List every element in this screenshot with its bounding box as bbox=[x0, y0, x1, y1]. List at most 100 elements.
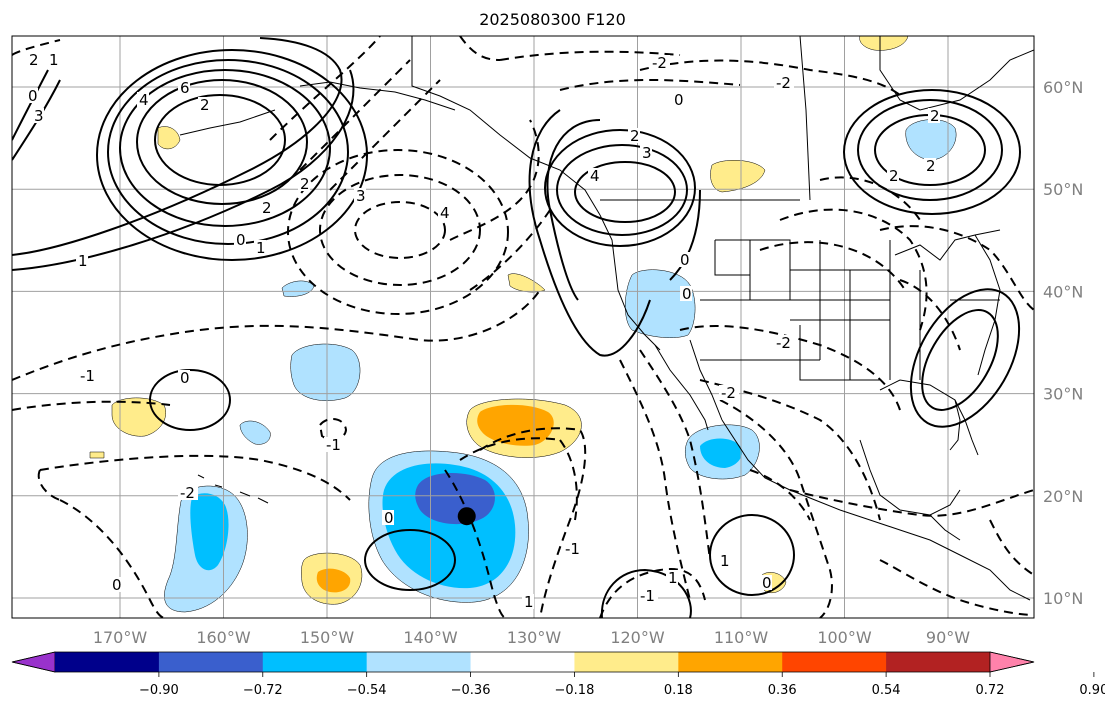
shade-neg-mid bbox=[700, 438, 743, 468]
contour-label: 0 bbox=[384, 509, 394, 527]
map-frame bbox=[11, 35, 1035, 619]
contour-label: 1 bbox=[78, 252, 88, 270]
contour-label-bg bbox=[680, 286, 692, 301]
colorbar-tick-label: −0.54 bbox=[347, 683, 387, 698]
contour-label-bg bbox=[254, 240, 266, 255]
contour-lines bbox=[12, 36, 1034, 618]
shade-pos-light bbox=[157, 126, 181, 150]
colorbar-extend-low bbox=[11, 651, 56, 673]
contour-label: 2 bbox=[889, 167, 899, 185]
contour-label-bg bbox=[76, 253, 88, 268]
longitude-label: 90°W bbox=[926, 628, 970, 647]
contour-label-bg bbox=[924, 158, 936, 173]
contour-label-bg bbox=[640, 145, 652, 160]
colorbar-outline bbox=[11, 651, 1035, 673]
contour-label-bg bbox=[718, 553, 730, 568]
contour-label-bg bbox=[672, 92, 684, 107]
contour-label-bg bbox=[563, 541, 583, 556]
contour-label-bg bbox=[178, 80, 190, 95]
anomaly-shading bbox=[89, 36, 957, 613]
contour-label-bg bbox=[628, 128, 640, 143]
latitude-label: 60°N bbox=[1043, 78, 1083, 97]
shade-neg-light bbox=[239, 420, 271, 445]
latitude-label: 30°N bbox=[1043, 385, 1083, 404]
contour-label-bg bbox=[588, 168, 600, 183]
latitude-labels: 60°N 50°N 40°N 30°N 20°N 10°N bbox=[1043, 78, 1083, 608]
longitude-label: 150°W bbox=[300, 628, 355, 647]
contour-label-bg bbox=[760, 575, 772, 590]
latitude-label: 40°N bbox=[1043, 282, 1083, 301]
colorbar-tick-label: 0.36 bbox=[768, 683, 797, 698]
contour-label-bg bbox=[522, 594, 534, 609]
contour-label-bg bbox=[32, 108, 44, 123]
contour-label-bg bbox=[298, 176, 310, 191]
contour-label: -1 bbox=[565, 540, 580, 558]
contour-label: 1 bbox=[668, 569, 678, 587]
shade-pos-light bbox=[507, 273, 546, 293]
contour-label-bg bbox=[887, 168, 899, 183]
colorbar-segment bbox=[782, 652, 887, 672]
longitude-label: 120°W bbox=[610, 628, 665, 647]
colorbar-segment bbox=[678, 652, 783, 672]
contour-label: -2 bbox=[180, 484, 195, 502]
shade-neg-mid bbox=[190, 493, 229, 571]
contour-label-bg bbox=[178, 370, 190, 385]
colorbar-tick-label: −0.36 bbox=[451, 683, 491, 698]
colorbar-extend-high bbox=[989, 651, 1035, 673]
contour-label: -1 bbox=[326, 436, 341, 454]
colorbar-tick-label: −0.18 bbox=[555, 683, 595, 698]
contour-label-bg bbox=[719, 385, 739, 400]
shade-neg-dark bbox=[415, 473, 495, 525]
colorbar-segment bbox=[574, 652, 679, 672]
contour-label: 0 bbox=[180, 369, 190, 387]
colorbar-tick-label: 0.54 bbox=[872, 683, 901, 698]
contour-label-bg bbox=[260, 200, 272, 215]
contour-label: -2 bbox=[721, 384, 736, 402]
contour-label: -1 bbox=[80, 367, 95, 385]
colorbar-tick-label: 0.90 bbox=[1079, 683, 1105, 698]
longitude-labels: 170°W 160°W 150°W 140°W 130°W 120°W 110°W 100°W… bbox=[93, 628, 970, 647]
colorbar-segment bbox=[366, 652, 472, 672]
contour-label: 2 bbox=[29, 51, 39, 69]
contour-label: 2 bbox=[300, 175, 310, 193]
contour-label: 0 bbox=[28, 87, 38, 105]
contour-label: 0 bbox=[682, 285, 692, 303]
contour-label-bg bbox=[27, 52, 39, 67]
colorbar-tick-label: 0.72 bbox=[976, 683, 1005, 698]
contour-label-bg bbox=[234, 232, 246, 247]
colorbar-segment bbox=[262, 652, 368, 672]
shade-pos-mid bbox=[477, 404, 554, 446]
contour-label: 0 bbox=[680, 251, 690, 269]
contour-label-bg bbox=[324, 437, 344, 452]
longitude-label: 100°W bbox=[817, 628, 872, 647]
longitude-label: 140°W bbox=[403, 628, 458, 647]
contour-label: 0 bbox=[112, 576, 122, 594]
colorbar-segment bbox=[470, 652, 575, 672]
longitude-label: 170°W bbox=[93, 628, 148, 647]
contour-label: 2 bbox=[926, 157, 936, 175]
contour-label: 3 bbox=[642, 144, 652, 162]
contour-label: 2 bbox=[262, 199, 272, 217]
contour-label-bg bbox=[382, 510, 394, 525]
shade-pos-mid bbox=[316, 568, 351, 593]
contour-label: 2 bbox=[200, 96, 210, 114]
contour-label: 1 bbox=[49, 51, 59, 69]
shade-neg-light bbox=[625, 269, 696, 338]
shade-pos-light bbox=[111, 397, 166, 437]
colorbar-ticks: −0.90 −0.72 −0.54 −0.36 −0.18 0.18 0.36 0.54 0.7… bbox=[139, 672, 1105, 698]
contour-label: 4 bbox=[440, 204, 450, 222]
contour-label-bg bbox=[678, 252, 690, 267]
contour-label: 3 bbox=[356, 187, 366, 205]
contour-label: -2 bbox=[776, 74, 791, 92]
colorbar-segment bbox=[886, 652, 991, 672]
contour-label-bg bbox=[110, 577, 122, 592]
latitude-label: 20°N bbox=[1043, 487, 1083, 506]
contour-label-bg bbox=[638, 588, 658, 603]
contour-label: 2 bbox=[630, 127, 640, 145]
contour-label-bg bbox=[47, 52, 59, 67]
contour-label-bg bbox=[928, 108, 940, 123]
contour-label-bg bbox=[354, 188, 366, 203]
colorbar-segment bbox=[55, 652, 160, 672]
